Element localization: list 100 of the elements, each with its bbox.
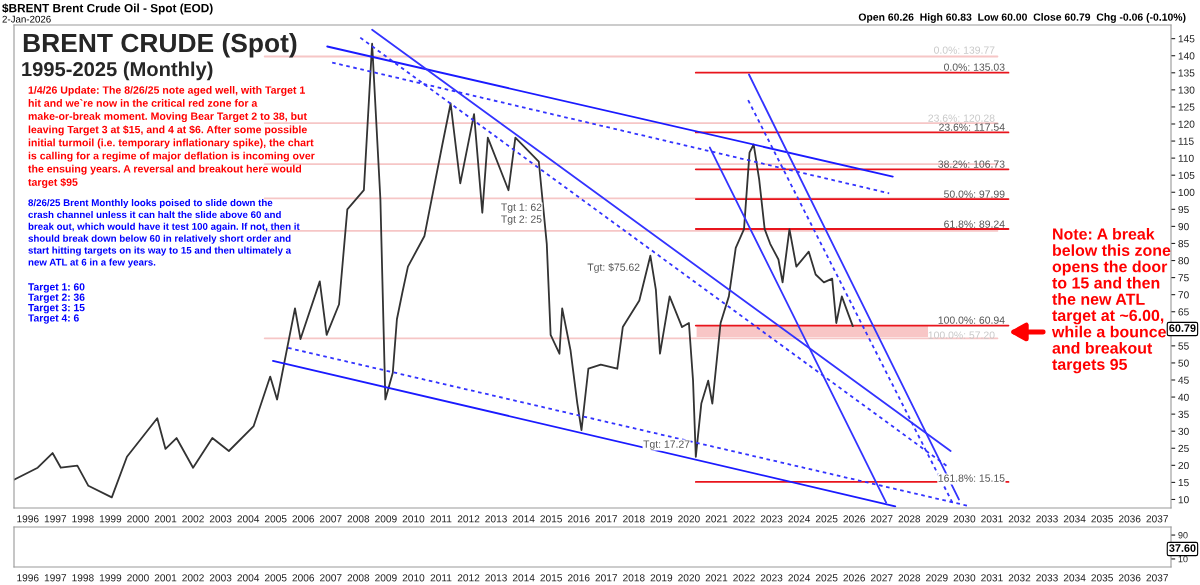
x-tick-label: 2020 xyxy=(678,515,700,523)
x-tick-label: 2012 xyxy=(457,515,480,523)
x-tick-label: 2027 xyxy=(870,574,893,582)
x-tick-label: 2023 xyxy=(760,574,783,582)
annotation: 100.0%: 60.94 xyxy=(938,316,1005,324)
x-tick-label: 2025 xyxy=(815,574,838,582)
x-tick-label: 2027 xyxy=(870,515,893,523)
x-tick-label: 2015 xyxy=(540,515,563,523)
annotation: 61.8%: 89.24 xyxy=(944,220,1005,228)
annotation: Target 1: 60 Target 2: 36 Target 3: 15 Target 4: 6 xyxy=(28,283,85,324)
x-tick-label: 2005 xyxy=(264,574,287,582)
y-tick-label: 40 xyxy=(1178,393,1189,401)
annotation: Tgt 2: 25 xyxy=(501,215,542,225)
x-tick-label: 2029 xyxy=(926,515,948,523)
x-tick-label: 2026 xyxy=(843,515,866,523)
x-tick-label: 2003 xyxy=(209,574,232,582)
annotation: 161.8%: 15.15 xyxy=(938,474,1005,482)
x-tick-label: 2012 xyxy=(457,574,480,582)
y-tick-label: 45 xyxy=(1178,376,1189,384)
x-tick-label: 2035 xyxy=(1091,515,1113,523)
y-tick-label: 140 xyxy=(1178,52,1195,60)
x-tick-label: 2018 xyxy=(623,515,645,523)
x-tick-label: 2029 xyxy=(926,574,948,582)
text: $BRENT Brent Crude Oil - Spot (EOD) xyxy=(2,3,213,15)
x-tick-label: 2034 xyxy=(1063,515,1086,523)
x-tick-label: 2006 xyxy=(292,574,315,582)
x-tick-label: 2026 xyxy=(843,574,866,582)
y-tick-label: 35 xyxy=(1178,410,1189,418)
x-tick-label: 1999 xyxy=(99,574,122,582)
x-tick-label: 2014 xyxy=(512,574,535,582)
x-tick-label: 2004 xyxy=(237,574,260,582)
y-tick-label: 70 xyxy=(1178,291,1189,299)
x-tick-label: 2036 xyxy=(1118,515,1141,523)
x-tick-label: 2004 xyxy=(237,515,260,523)
y-tick-label: 125 xyxy=(1178,103,1195,111)
x-tick-label: 2000 xyxy=(127,515,149,523)
x-tick-label: 2002 xyxy=(182,574,204,582)
x-tick-label: 2030 xyxy=(953,574,976,582)
x-tick-label: 2021 xyxy=(705,515,728,523)
x-tick-label: 2001 xyxy=(154,515,177,523)
y-tick-label: 85 xyxy=(1178,240,1189,248)
y-tick-label: 130 xyxy=(1178,86,1195,94)
x-tick-label: 2008 xyxy=(347,574,370,582)
x-tick-label: 2013 xyxy=(485,574,507,582)
y-tick-label: 120 xyxy=(1178,120,1195,128)
x-tick-label: 2022 xyxy=(733,515,755,523)
x-tick-label: 2011 xyxy=(430,574,452,582)
x-tick-label: 2019 xyxy=(650,574,673,582)
annotation: 60.79 xyxy=(1169,324,1196,332)
x-tick-label: 2009 xyxy=(375,515,397,523)
y-tick-label: 105 xyxy=(1178,171,1195,179)
annotation: Tgt: 17.27 xyxy=(643,440,690,450)
x-tick-label: 2037 xyxy=(1146,574,1168,582)
annotation: Tgt 1: 62 xyxy=(501,203,542,213)
annotation: 8/26/25 Brent Monthly looks poised to slide down the crash channel unless it can halt the slide above 60 and break out, which would have it test 100 again. If not, then it should break down below 60 in relatively short order and start hitting targets on its way to 15 and then ultimately a new ATL at 6 in a few years. xyxy=(28,199,300,268)
y-tick-label: 145 xyxy=(1178,35,1195,43)
x-tick-label: 2016 xyxy=(567,515,590,523)
x-tick-label: 2030 xyxy=(953,515,976,523)
x-tick-label: 2036 xyxy=(1118,574,1141,582)
annotation: 37.60 xyxy=(1169,544,1196,552)
x-tick-label: 2007 xyxy=(320,574,342,582)
x-tick-label: 2028 xyxy=(898,574,921,582)
x-tick-label: 1997 xyxy=(44,515,67,523)
x-tick-label: 2033 xyxy=(1036,574,1058,582)
x-tick-label: 2037 xyxy=(1146,515,1168,523)
y-tick-label: 135 xyxy=(1178,69,1195,77)
x-tick-label: 2017 xyxy=(595,574,618,582)
annotation: 38.2%: 106.73 xyxy=(938,160,1005,168)
y-tick-label: 20 xyxy=(1178,461,1189,470)
x-tick-label: 2002 xyxy=(182,515,204,523)
x-tick-label: 2003 xyxy=(209,515,232,523)
annotation: 1/4/26 Update: The 8/26/25 note aged well, with Target 1 hit and we`re now in the critical red zone for a make-or-break moment. Moving Bear Target 2 to 38, but leaving Target 3 at $15, and 4 at $6. After some possible initial turmoil (i.e. temporary inflationary spike), the chart is calling for a regime of major deflation is incoming over the ensuing years. A reversal and breakout here would target $95 xyxy=(28,86,315,189)
x-tick-label: 2031 xyxy=(981,515,1003,523)
x-tick-label: 2010 xyxy=(402,574,425,582)
x-tick-label: 1999 xyxy=(99,515,122,523)
x-tick-label: 2034 xyxy=(1063,574,1086,582)
text: Open 60.26 High 60.83 Low 60.00 Close 60.79 Chg -0.06 (-0.10%) xyxy=(858,13,1186,23)
y-tick-label: 15 xyxy=(1178,479,1189,487)
annotation: 0.0%: 135.03 xyxy=(944,63,1005,71)
x-tick-label: 2009 xyxy=(375,574,397,582)
y-tick-label: 110 xyxy=(1178,154,1194,162)
x-tick-label: 2019 xyxy=(650,515,673,523)
x-tick-label: 2020 xyxy=(678,574,700,582)
x-tick-label: 2024 xyxy=(788,574,811,582)
x-tick-label: 2017 xyxy=(595,515,618,523)
x-tick-label: 2032 xyxy=(1008,574,1031,582)
x-tick-label: 2007 xyxy=(320,515,342,523)
x-tick-label: 1998 xyxy=(72,515,94,523)
y-tick-label: 10 xyxy=(1178,496,1189,504)
x-tick-label: 2021 xyxy=(705,574,728,582)
x-tick-label: 2000 xyxy=(127,574,149,582)
x-tick-label: 2031 xyxy=(981,574,1003,582)
x-tick-label: 2016 xyxy=(567,574,590,582)
x-tick-label: 2025 xyxy=(815,515,838,523)
y-tick-label: 115 xyxy=(1178,137,1194,145)
x-tick-label: 2006 xyxy=(292,515,315,523)
y-tick-label: 50 xyxy=(1178,359,1189,367)
chart-title: BRENT CRUDE (Spot) xyxy=(23,32,297,58)
y-tick-label: 30 xyxy=(1178,427,1189,435)
y-tick-label: 100 xyxy=(1178,188,1195,197)
